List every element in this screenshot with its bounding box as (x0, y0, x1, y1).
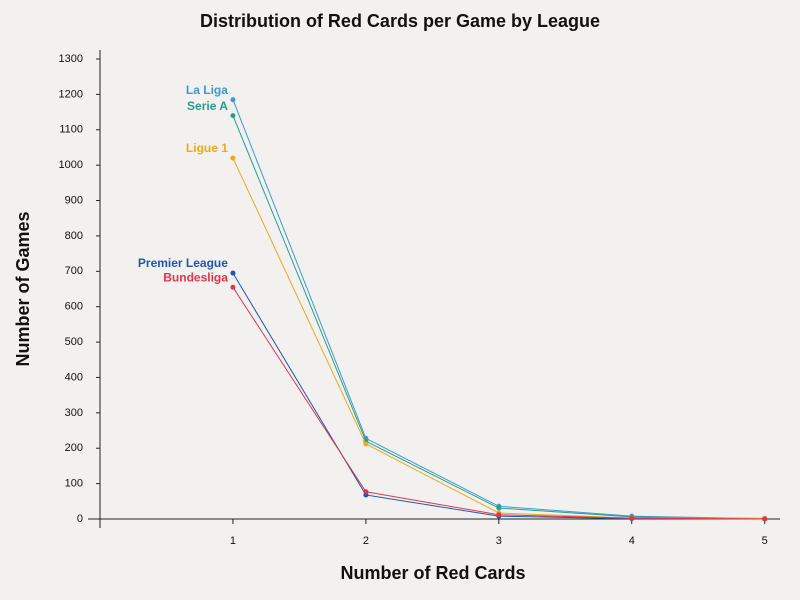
x-tick-label: 3 (496, 535, 502, 547)
series-label: Premier League (138, 256, 228, 270)
y-tick-label: 300 (65, 407, 83, 419)
series-line (232, 99, 765, 520)
y-tick-label: 200 (65, 442, 83, 454)
point (230, 113, 236, 119)
y-tick-label: 1300 (59, 53, 83, 65)
series-label: Ligue 1 (186, 141, 228, 155)
x-tick-label: 2 (363, 535, 369, 547)
y-tick-label: 700 (65, 265, 83, 277)
y-tick-label: 400 (65, 371, 83, 383)
point (230, 284, 236, 290)
y-tick-label: 1200 (59, 88, 83, 100)
point (496, 505, 502, 511)
y-tick-label: 500 (65, 336, 83, 348)
y-tick-label: 100 (65, 478, 83, 490)
x-tick-label: 4 (629, 535, 635, 547)
point (363, 489, 369, 495)
series-line (232, 157, 765, 519)
y-tick-label: 600 (65, 301, 83, 313)
point (230, 97, 236, 103)
point (363, 441, 369, 447)
y-tick-label: 1000 (59, 159, 83, 171)
series-label: Serie A (187, 99, 228, 113)
series-line (232, 115, 765, 520)
point (496, 512, 502, 518)
y-tick-label: 800 (65, 230, 83, 242)
x-axis-title: Number of Red Cards (340, 563, 525, 583)
point (629, 515, 635, 521)
series-label: Bundesliga (163, 270, 228, 284)
x-tick-label: 5 (762, 535, 768, 547)
y-tick-label: 0 (77, 513, 83, 525)
y-tick-label: 1100 (59, 124, 83, 136)
point (762, 516, 768, 522)
point (230, 155, 236, 161)
y-axis-title: Number of Games (13, 211, 33, 366)
series-label: La Liga (186, 83, 228, 97)
point (230, 270, 236, 276)
y-tick-label: 900 (65, 194, 83, 206)
series-line (232, 286, 765, 520)
chart-title: Distribution of Red Cards per Game by Le… (200, 11, 600, 31)
x-tick-label: 1 (230, 535, 236, 547)
